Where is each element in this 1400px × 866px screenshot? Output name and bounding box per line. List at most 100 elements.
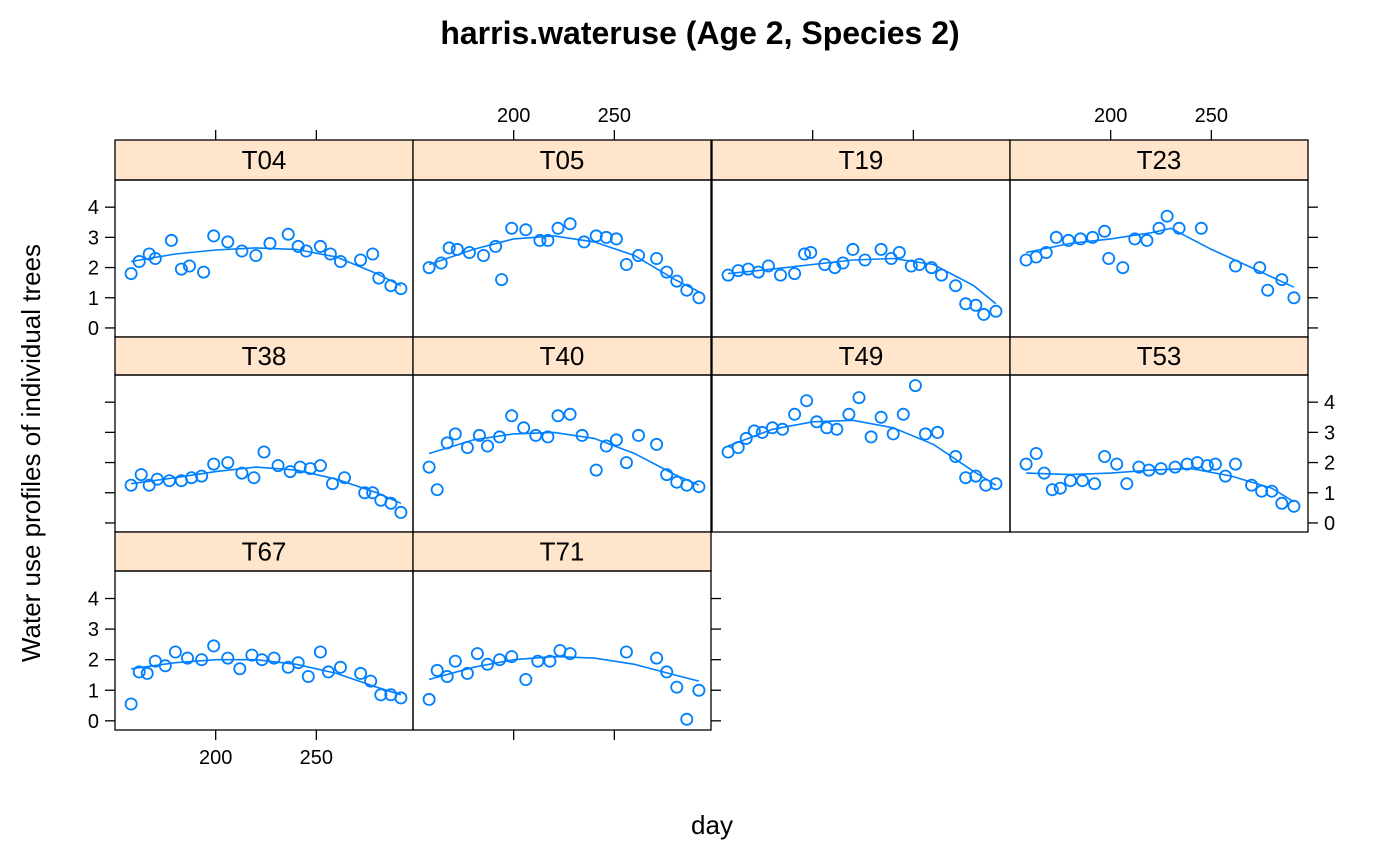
y-tick-label: 0 (1324, 513, 1335, 535)
data-point (422, 460, 436, 474)
data-point (1037, 466, 1051, 480)
data-point (1208, 457, 1222, 471)
data-point (1074, 232, 1088, 246)
data-point (422, 261, 436, 275)
x-axis-label: day (691, 810, 733, 840)
data-point (124, 478, 138, 492)
data-point (313, 239, 327, 253)
data-point (575, 428, 589, 442)
data-point (249, 248, 263, 262)
data-point (1253, 261, 1267, 275)
data-point (448, 654, 462, 668)
strip-label-T49: T49 (839, 341, 884, 371)
data-point (650, 437, 664, 451)
data-point (788, 267, 802, 281)
strip-label-T04: T04 (242, 145, 287, 175)
strip-T49 (711, 336, 1011, 376)
data-point (1102, 251, 1116, 265)
data-point (1019, 457, 1033, 471)
data-point (619, 645, 633, 659)
data-point (804, 245, 818, 259)
data-point (430, 663, 444, 677)
data-point (1287, 499, 1301, 513)
data-point (609, 433, 623, 447)
data-point (333, 254, 347, 268)
data-point (168, 645, 182, 659)
panel-frame-T71 (412, 570, 712, 731)
data-point (1261, 283, 1275, 297)
strip-label-T71: T71 (540, 537, 585, 567)
data-point (519, 223, 533, 237)
data-point (904, 259, 918, 273)
panel-frame-T53 (1009, 374, 1309, 533)
data-point (541, 233, 555, 247)
y-tick-label: 1 (88, 680, 99, 702)
data-point (776, 422, 790, 436)
data-point (1053, 481, 1067, 495)
panel-T67: T67 (114, 531, 414, 731)
data-point (197, 265, 211, 279)
data-point (505, 650, 519, 664)
data-point (267, 651, 281, 665)
y-tick-label: 4 (1324, 392, 1335, 414)
data-point (366, 247, 380, 261)
data-point (864, 430, 878, 444)
data-point (1098, 224, 1112, 238)
data-point (140, 666, 154, 680)
panel-frame-T40 (412, 374, 712, 533)
data-point (731, 440, 745, 454)
data-point (333, 660, 347, 674)
data-point (1076, 474, 1090, 488)
panel-T05: T05 (412, 139, 712, 338)
data-point (589, 463, 603, 477)
panel-frame-T23 (1009, 179, 1309, 338)
y-axis-label: Water use profiles of individual trees (16, 244, 46, 662)
data-point (632, 428, 646, 442)
x-tick-label: 200 (199, 747, 232, 769)
data-point (480, 657, 494, 671)
strip-T38 (114, 336, 414, 376)
data-point (505, 409, 519, 423)
data-point (1140, 233, 1154, 247)
data-point (495, 273, 509, 287)
strip-T53 (1009, 336, 1309, 376)
data-point (460, 666, 474, 680)
data-point (918, 427, 932, 441)
data-point (969, 298, 983, 312)
data-point (670, 274, 684, 288)
data-point (925, 261, 939, 275)
data-point (949, 279, 963, 293)
data-point (207, 639, 221, 653)
data-point (852, 391, 866, 405)
data-point (1275, 496, 1289, 510)
strip-T40 (412, 336, 712, 376)
data-point (908, 379, 922, 393)
data-point (739, 431, 753, 445)
data-point (394, 691, 408, 705)
data-point (158, 659, 172, 673)
data-point (394, 282, 408, 296)
panel-T23: T23 (1009, 139, 1309, 338)
panel-frame-T19 (711, 179, 1011, 338)
data-point (692, 480, 706, 494)
data-point (751, 265, 765, 279)
data-point (619, 257, 633, 271)
data-point (969, 469, 983, 483)
data-point (164, 233, 178, 247)
data-point (255, 653, 269, 667)
data-point (174, 262, 188, 276)
data-point (1039, 245, 1053, 259)
data-point (798, 247, 812, 261)
data-point (563, 407, 577, 421)
y-tick-label: 1 (1324, 483, 1335, 505)
data-point (384, 496, 398, 510)
panels: T04 T05 T19 T23 T38 T40 T49 T53 T67 T71 0 1 2 3 4 0 1 2 3 4… (88, 105, 1335, 769)
data-point (1200, 459, 1214, 473)
strip-label-T67: T67 (242, 537, 287, 567)
data-point (563, 647, 577, 661)
data-point (989, 477, 1003, 491)
data-point (529, 428, 543, 442)
data-point (820, 421, 834, 435)
data-point (1110, 457, 1124, 471)
